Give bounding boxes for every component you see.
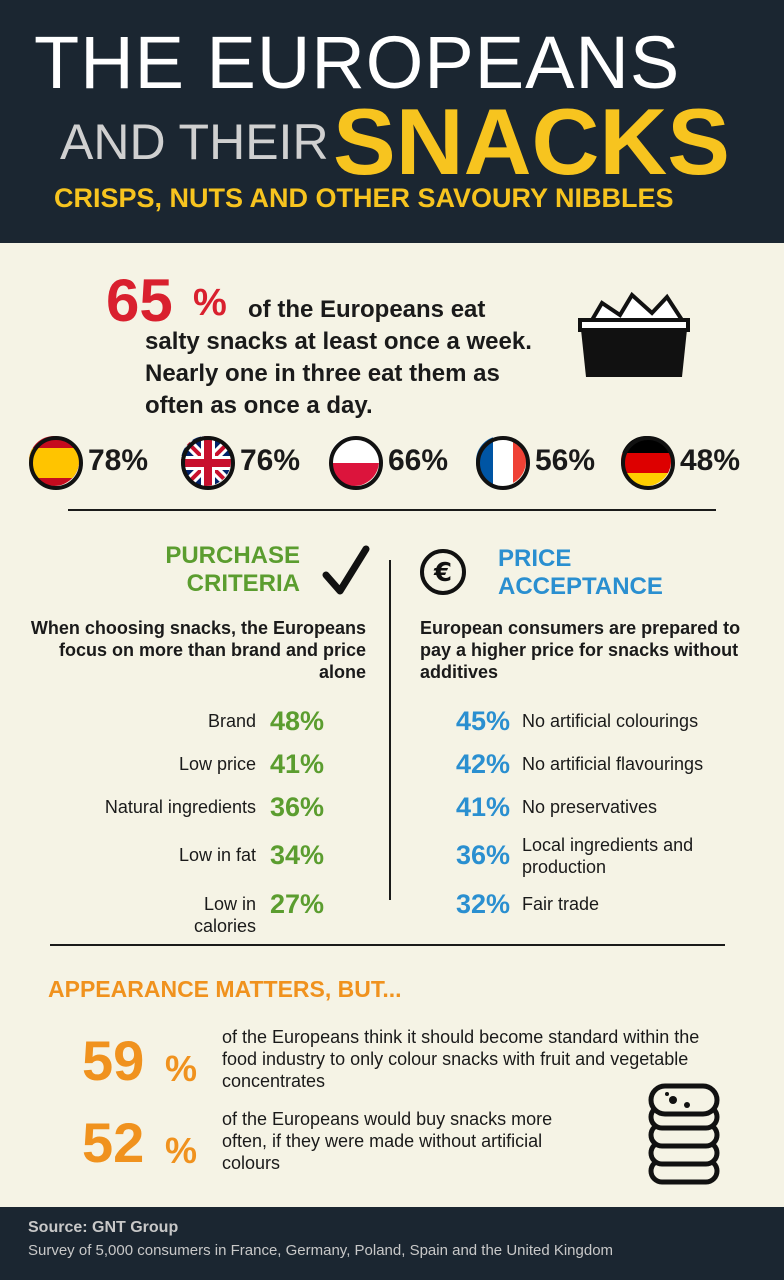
stat-unit: % <box>193 282 227 324</box>
item-value: 32% <box>455 889 510 919</box>
item-value: 41% <box>270 749 325 779</box>
stat-text: of the Europeans think it should become … <box>222 1027 700 1091</box>
source: Source: GNT Group <box>28 1219 179 1236</box>
section-heading: PURCHASE CRITERIA <box>100 542 300 598</box>
stat-unit: % <box>165 1130 198 1171</box>
stat: 52 <box>82 1111 145 1174</box>
title: THE EUROPEANS <box>34 21 681 104</box>
section-heading: APPEARANCE MATTERS, BUT... <box>48 976 402 1002</box>
stat-unit: % <box>165 1048 198 1089</box>
item-value: 34% <box>270 840 325 870</box>
item-label: Natural ingredients <box>104 797 256 817</box>
item-value: 45% <box>455 706 510 736</box>
divider <box>68 509 716 511</box>
heading-line: CRITERIA <box>186 570 300 597</box>
item-label: Brand <box>207 711 256 731</box>
note: Survey of 5,000 consumers in France, Ger… <box>28 1242 614 1259</box>
heading-line: PRICE <box>498 545 572 572</box>
item-value: 36% <box>270 792 325 822</box>
item-label: Local ingredients and production <box>522 835 694 877</box>
check-icon <box>322 545 370 595</box>
stat-text: of the Europeans would buy snacks more o… <box>222 1109 553 1173</box>
item-label: No artificial flavourings <box>522 754 704 774</box>
title: SNACKS <box>333 89 730 194</box>
flag <box>621 436 675 490</box>
item-value: 48% <box>270 706 325 736</box>
divider <box>389 560 391 900</box>
header <box>0 0 784 243</box>
euro-icon: € <box>420 549 466 595</box>
item-label: Low price <box>178 754 256 774</box>
description: European consumers are prepared to pay a… <box>420 618 741 682</box>
item-label: Low in calories <box>193 894 256 936</box>
item-value: 42% <box>455 749 510 779</box>
divider <box>50 944 725 946</box>
stat: 59 <box>82 1029 145 1092</box>
item-label: No preservatives <box>522 797 658 817</box>
snack-icon <box>578 291 690 377</box>
country-value: 56% <box>535 444 596 477</box>
svg-text:€: € <box>433 558 452 588</box>
item-value: 27% <box>270 889 325 919</box>
description: When choosing snacks, the Europeans focu… <box>30 618 366 682</box>
country-value: 48% <box>680 444 741 477</box>
item-label: Low in fat <box>178 845 256 865</box>
country-value: 78% <box>88 444 149 477</box>
country-value: 66% <box>388 444 449 477</box>
stack-icon <box>648 1083 720 1185</box>
flag <box>476 436 530 490</box>
section-heading: PRICE ACCEPTANCE <box>498 545 663 601</box>
footer <box>0 1207 784 1280</box>
item-label: Fair trade <box>522 894 600 914</box>
item-label: No artificial colourings <box>522 711 699 731</box>
item-value: 41% <box>455 792 510 822</box>
title: AND THEIR <box>60 114 329 170</box>
subtitle: CRISPS, NUTS AND OTHER SAVOURY NIBBLES <box>54 183 674 213</box>
flag <box>329 436 383 490</box>
intro-text: of the Europeans eat salty snacks at lea… <box>145 296 532 419</box>
flag <box>181 436 235 490</box>
heading-line: PURCHASE <box>165 542 300 569</box>
flag <box>29 436 83 490</box>
item-value: 36% <box>455 840 510 870</box>
country-value: 76% <box>240 444 301 477</box>
stat: 65 <box>106 267 173 334</box>
heading-line: ACCEPTANCE <box>498 573 663 600</box>
